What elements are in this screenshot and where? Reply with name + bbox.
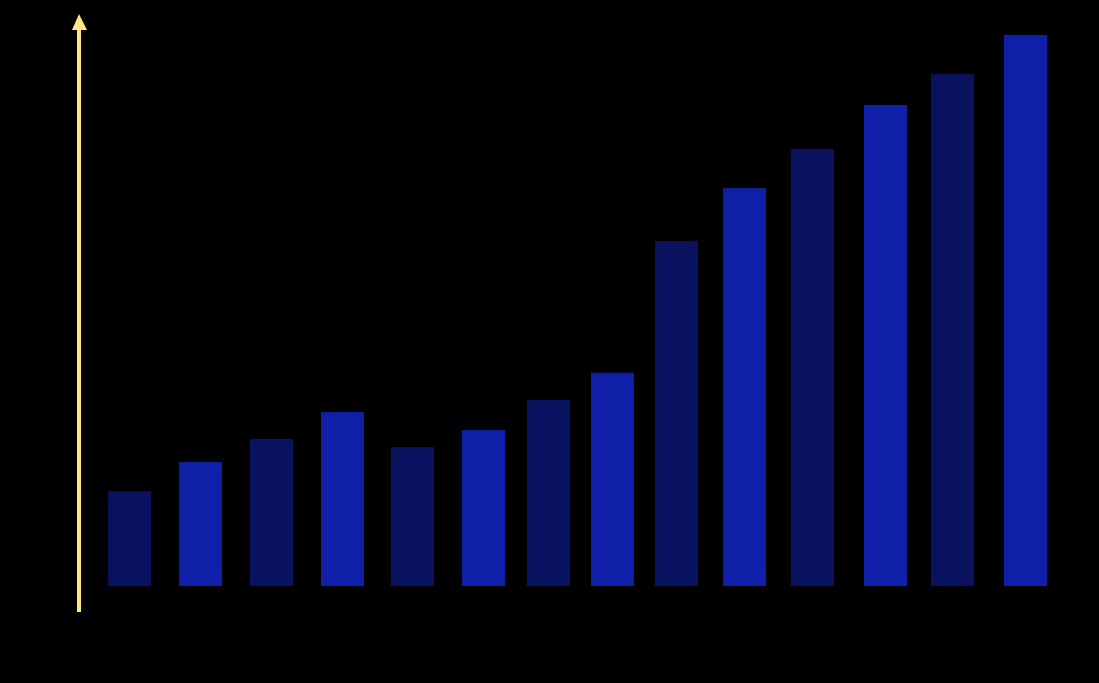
bar-5 (391, 447, 434, 586)
bar-12 (864, 104, 907, 587)
bar-14 (1004, 35, 1047, 586)
bar-4 (321, 411, 364, 586)
bar-1 (108, 491, 151, 586)
bar-9 (655, 241, 698, 586)
bar-6 (462, 430, 505, 586)
bar-13 (931, 74, 974, 586)
y-axis-arrowhead-icon (72, 14, 87, 30)
bar-3 (250, 438, 293, 586)
bars-group (108, 35, 1047, 587)
bar-2 (179, 462, 222, 586)
bar-8 (591, 372, 634, 586)
bar-7 (527, 399, 570, 586)
bar-11 (791, 149, 834, 586)
bar-10 (723, 188, 766, 587)
